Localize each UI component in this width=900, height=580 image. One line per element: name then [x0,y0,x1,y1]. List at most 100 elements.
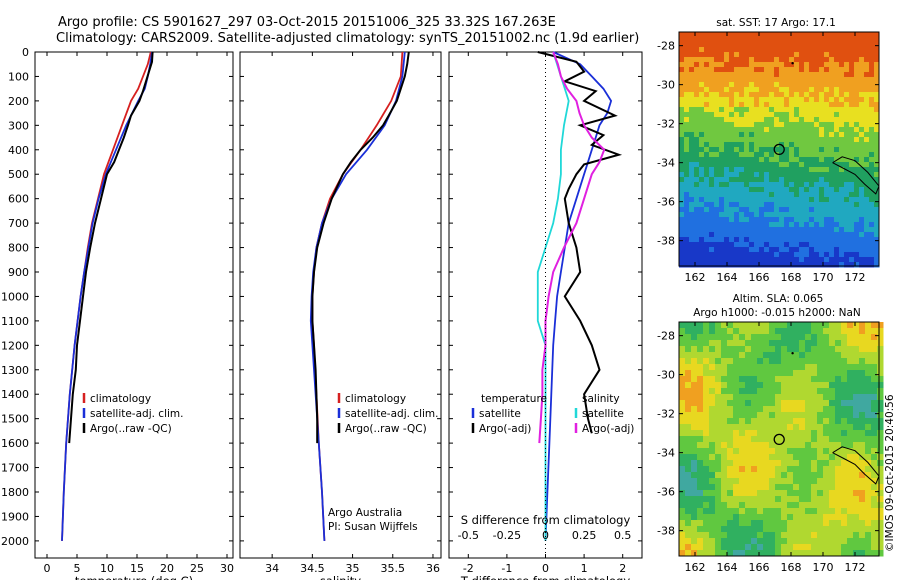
map-cell [769,382,776,389]
map-cell [727,412,734,419]
map-cell [739,232,745,238]
map-cell [704,172,710,178]
map-cell [749,202,755,208]
map-cell [859,550,866,557]
map-cell [709,72,715,78]
map-cell [799,400,806,407]
map-cell [679,122,685,128]
map-cell [709,207,715,213]
map-cell [799,346,806,353]
map-cell [784,122,790,128]
map-cell [734,222,740,228]
map-cell [859,62,865,68]
map-cell [714,62,720,68]
map-cell [784,187,790,193]
map-cell [849,177,855,183]
map-cell [757,514,764,521]
map-cell [799,82,805,88]
map-cell [749,72,755,78]
map-cell [793,442,800,449]
map-cell [685,550,692,557]
map-cell [874,167,880,173]
map-cell [724,242,730,248]
map-cell [694,87,700,93]
map-cell [757,400,764,407]
map-cell [745,514,752,521]
map-cell [763,328,770,335]
map-cell [841,352,848,359]
map-cell [709,490,716,497]
map-cell [724,162,730,168]
map-cell [769,57,775,63]
map-cell [709,436,716,443]
map-cell [769,137,775,143]
map-cell [697,526,704,533]
map-cell [744,107,750,113]
map-cell [689,32,695,38]
map-cell [744,252,750,258]
map-cell [793,514,800,521]
map-cell [877,478,884,485]
map-cell [849,227,855,233]
x-tick-label: 2 [619,562,626,575]
map-cell [724,177,730,183]
map-cell [757,478,764,485]
x-tick-label: 15 [130,562,144,575]
map-cell [704,242,710,248]
map-cell [844,97,850,103]
map-cell [854,207,860,213]
map-cell [874,122,880,128]
map-cell [714,57,720,63]
map-cell [804,207,810,213]
map-cell [749,222,755,228]
map-cell [679,358,686,365]
map-cell [759,152,765,158]
map-cell [774,192,780,198]
map-cell [839,132,845,138]
map-cell [779,97,785,103]
map-cell [699,202,705,208]
map-cell [704,142,710,148]
map-cell [844,72,850,78]
map-cell [859,430,866,437]
map-cell [679,107,685,113]
map-cell [715,388,722,395]
map-cell [804,227,810,233]
map-cell [839,157,845,163]
map-cell [814,52,820,58]
map-cell [864,87,870,93]
map-cell [764,172,770,178]
x-tick-label: 10 [100,562,114,575]
map-cell [847,490,854,497]
map-cell [814,82,820,88]
map-cell [847,340,854,347]
salinity-panel: 3434.53535.536salinityclimatologysatelli… [239,51,442,580]
map-cell [727,406,734,413]
map-cell [839,42,845,48]
map-cell [844,157,850,163]
map-cell [841,424,848,431]
map-cell [809,187,815,193]
map-cell [739,152,745,158]
map-cell [704,57,710,63]
map-cell [685,490,692,497]
map-cell [793,466,800,473]
map-cell [814,197,820,203]
map-cell [724,47,730,53]
map-cell [853,550,860,557]
map-cell [699,217,705,223]
map-cell [691,460,698,467]
map-cell [859,242,865,248]
map-cell [734,167,740,173]
map-cell [715,400,722,407]
map-cell [759,227,765,233]
map-cell [721,388,728,395]
map-cell [679,340,686,347]
map-cell [721,520,728,527]
map-cell [789,52,795,58]
map-cell [824,102,830,108]
map-cell [854,142,860,148]
map-cell [694,92,700,98]
map-cell [757,550,764,557]
map-cell [733,412,740,419]
